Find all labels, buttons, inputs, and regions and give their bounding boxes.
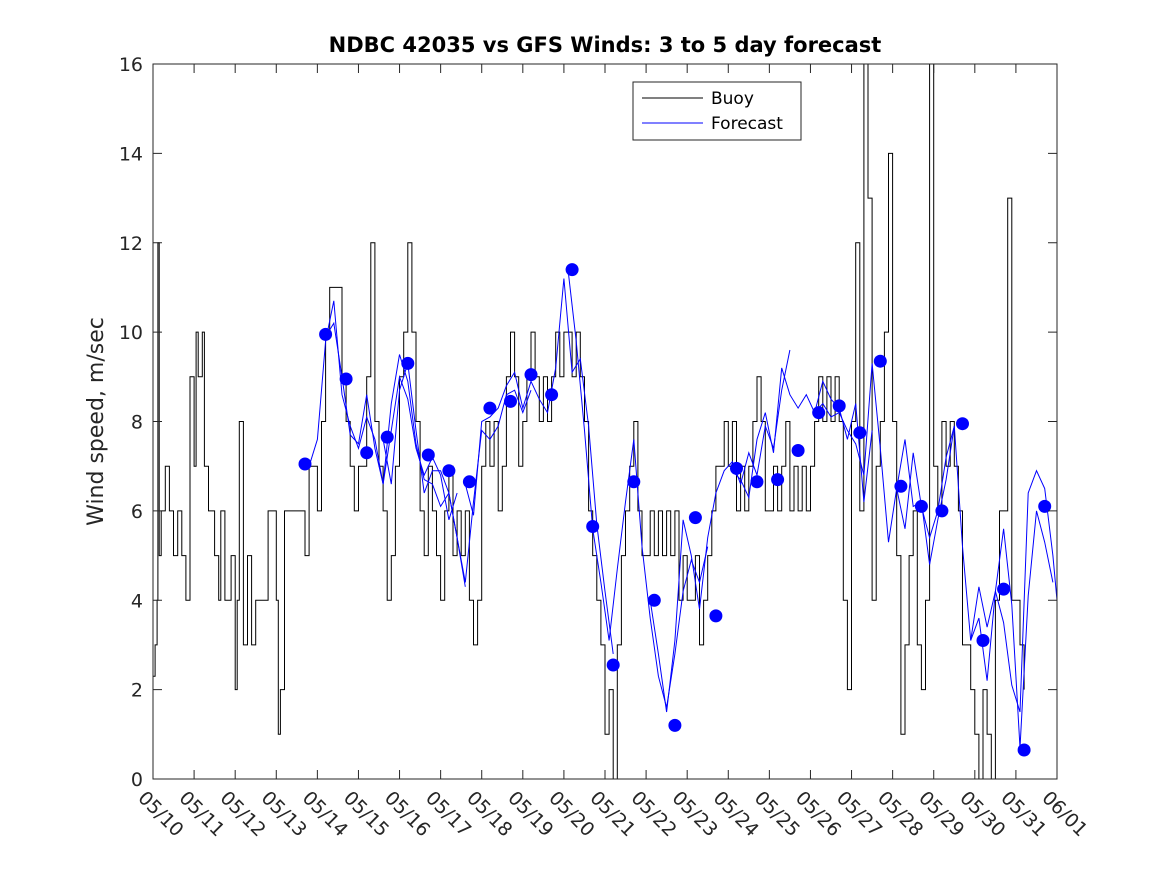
forecast-point-36 [1038,499,1052,513]
forecast-point-13 [565,263,579,277]
x-tick-label-4: 05/14 [298,787,352,841]
forecast-point-11 [524,368,538,382]
forecast-point-34 [997,582,1011,596]
forecast-run-line-5 [649,349,791,713]
legend: Buoy Forecast [632,81,802,141]
y-tick-label-8: 16 [119,54,143,76]
x-tick-label-22: 06/01 [1037,787,1091,841]
forecast-point-10 [504,394,517,408]
y-tick-label-2: 4 [131,590,143,612]
x-tick-label-3: 05/13 [257,787,311,841]
legend-label-forecast: Forecast [711,114,783,134]
x-tick-label-11: 05/21 [585,787,639,841]
y-tick-label-6: 12 [119,233,143,255]
x-tick-label-17: 05/27 [832,787,886,841]
forecast-point-31 [935,504,949,518]
forecast-point-16 [627,475,641,489]
forecast-point-22 [750,475,764,489]
legend-box [632,81,802,141]
x-tick-label-8: 05/18 [462,787,516,841]
forecast-point-15 [606,658,620,672]
forecast-point-26 [832,399,846,413]
forecast-run-line-4 [567,269,709,708]
forecast-run-line-9 [970,469,1057,713]
x-tick-label-18: 05/28 [873,787,927,841]
forecast-point-35 [1017,743,1031,757]
forecast-point-24 [791,444,805,457]
y-tick-label-4: 8 [131,412,143,434]
x-tick-label-12: 05/22 [627,787,681,841]
y-tick-label-5: 10 [119,322,143,344]
x-tick-label-1: 05/11 [175,787,229,841]
legend-label-buoy: Buoy [711,89,754,109]
y-tick-label-1: 2 [131,680,143,702]
forecast-point-9 [483,401,497,415]
forecast-point-20 [709,609,723,623]
forecast-point-30 [914,499,928,513]
x-tick-label-7: 05/17 [421,787,475,841]
forecast-run-line-3 [464,278,614,654]
y-tick-label-0: 0 [131,769,143,791]
forecast-point-4 [380,430,394,444]
forecast-run-line-7 [814,363,955,565]
x-tick-label-10: 05/20 [544,787,598,841]
forecast-point-25 [812,406,826,420]
forecast-point-19 [688,511,702,525]
forecast-point-29 [894,479,908,493]
chart-title: NDBC 42035 vs GFS Winds: 3 to 5 day fore… [329,33,882,57]
forecast-point-33 [976,634,990,647]
y-tick-label-7: 14 [119,143,143,165]
forecast-point-18 [668,718,682,732]
forecast-point-3 [360,446,374,460]
forecast-point-6 [421,448,435,462]
forecast-point-0 [298,457,312,471]
x-tick-label-19: 05/29 [914,787,968,841]
x-tick-label-2: 05/12 [216,787,270,841]
x-tick-label-6: 05/16 [380,787,434,841]
forecast-point-12 [545,388,559,402]
x-tick-label-0: 05/10 [133,787,187,841]
forecast-run-line-1 [325,321,466,587]
x-tick-label-13: 05/23 [668,787,722,841]
x-tick-label-14: 05/24 [709,787,763,841]
x-tick-label-5: 05/15 [339,787,393,841]
forecast-point-8 [462,475,476,489]
forecast-point-32 [956,417,969,431]
forecast-point-7 [442,464,456,478]
forecast-point-21 [730,461,743,475]
series-layer [153,64,1057,779]
forecast-point-23 [771,473,785,487]
forecast-point-1 [319,327,333,341]
forecast-point-2 [339,372,353,386]
x-tick-label-21: 05/31 [996,787,1050,841]
forecast-point-14 [586,520,600,533]
x-tick-label-9: 05/19 [503,787,557,841]
x-tick-label-20: 05/30 [955,787,1009,841]
forecast-point-28 [873,354,887,368]
forecast-point-27 [853,426,867,440]
x-tick-label-16: 05/26 [791,787,845,841]
y-axis-label: Wind speed, m/sec [84,317,109,526]
buoy-series-line [153,64,1025,779]
forecast-point-5 [401,356,415,370]
y-tick-label-3: 6 [131,501,143,523]
forecast-point-17 [647,593,661,607]
x-tick-label-15: 05/25 [750,787,804,841]
